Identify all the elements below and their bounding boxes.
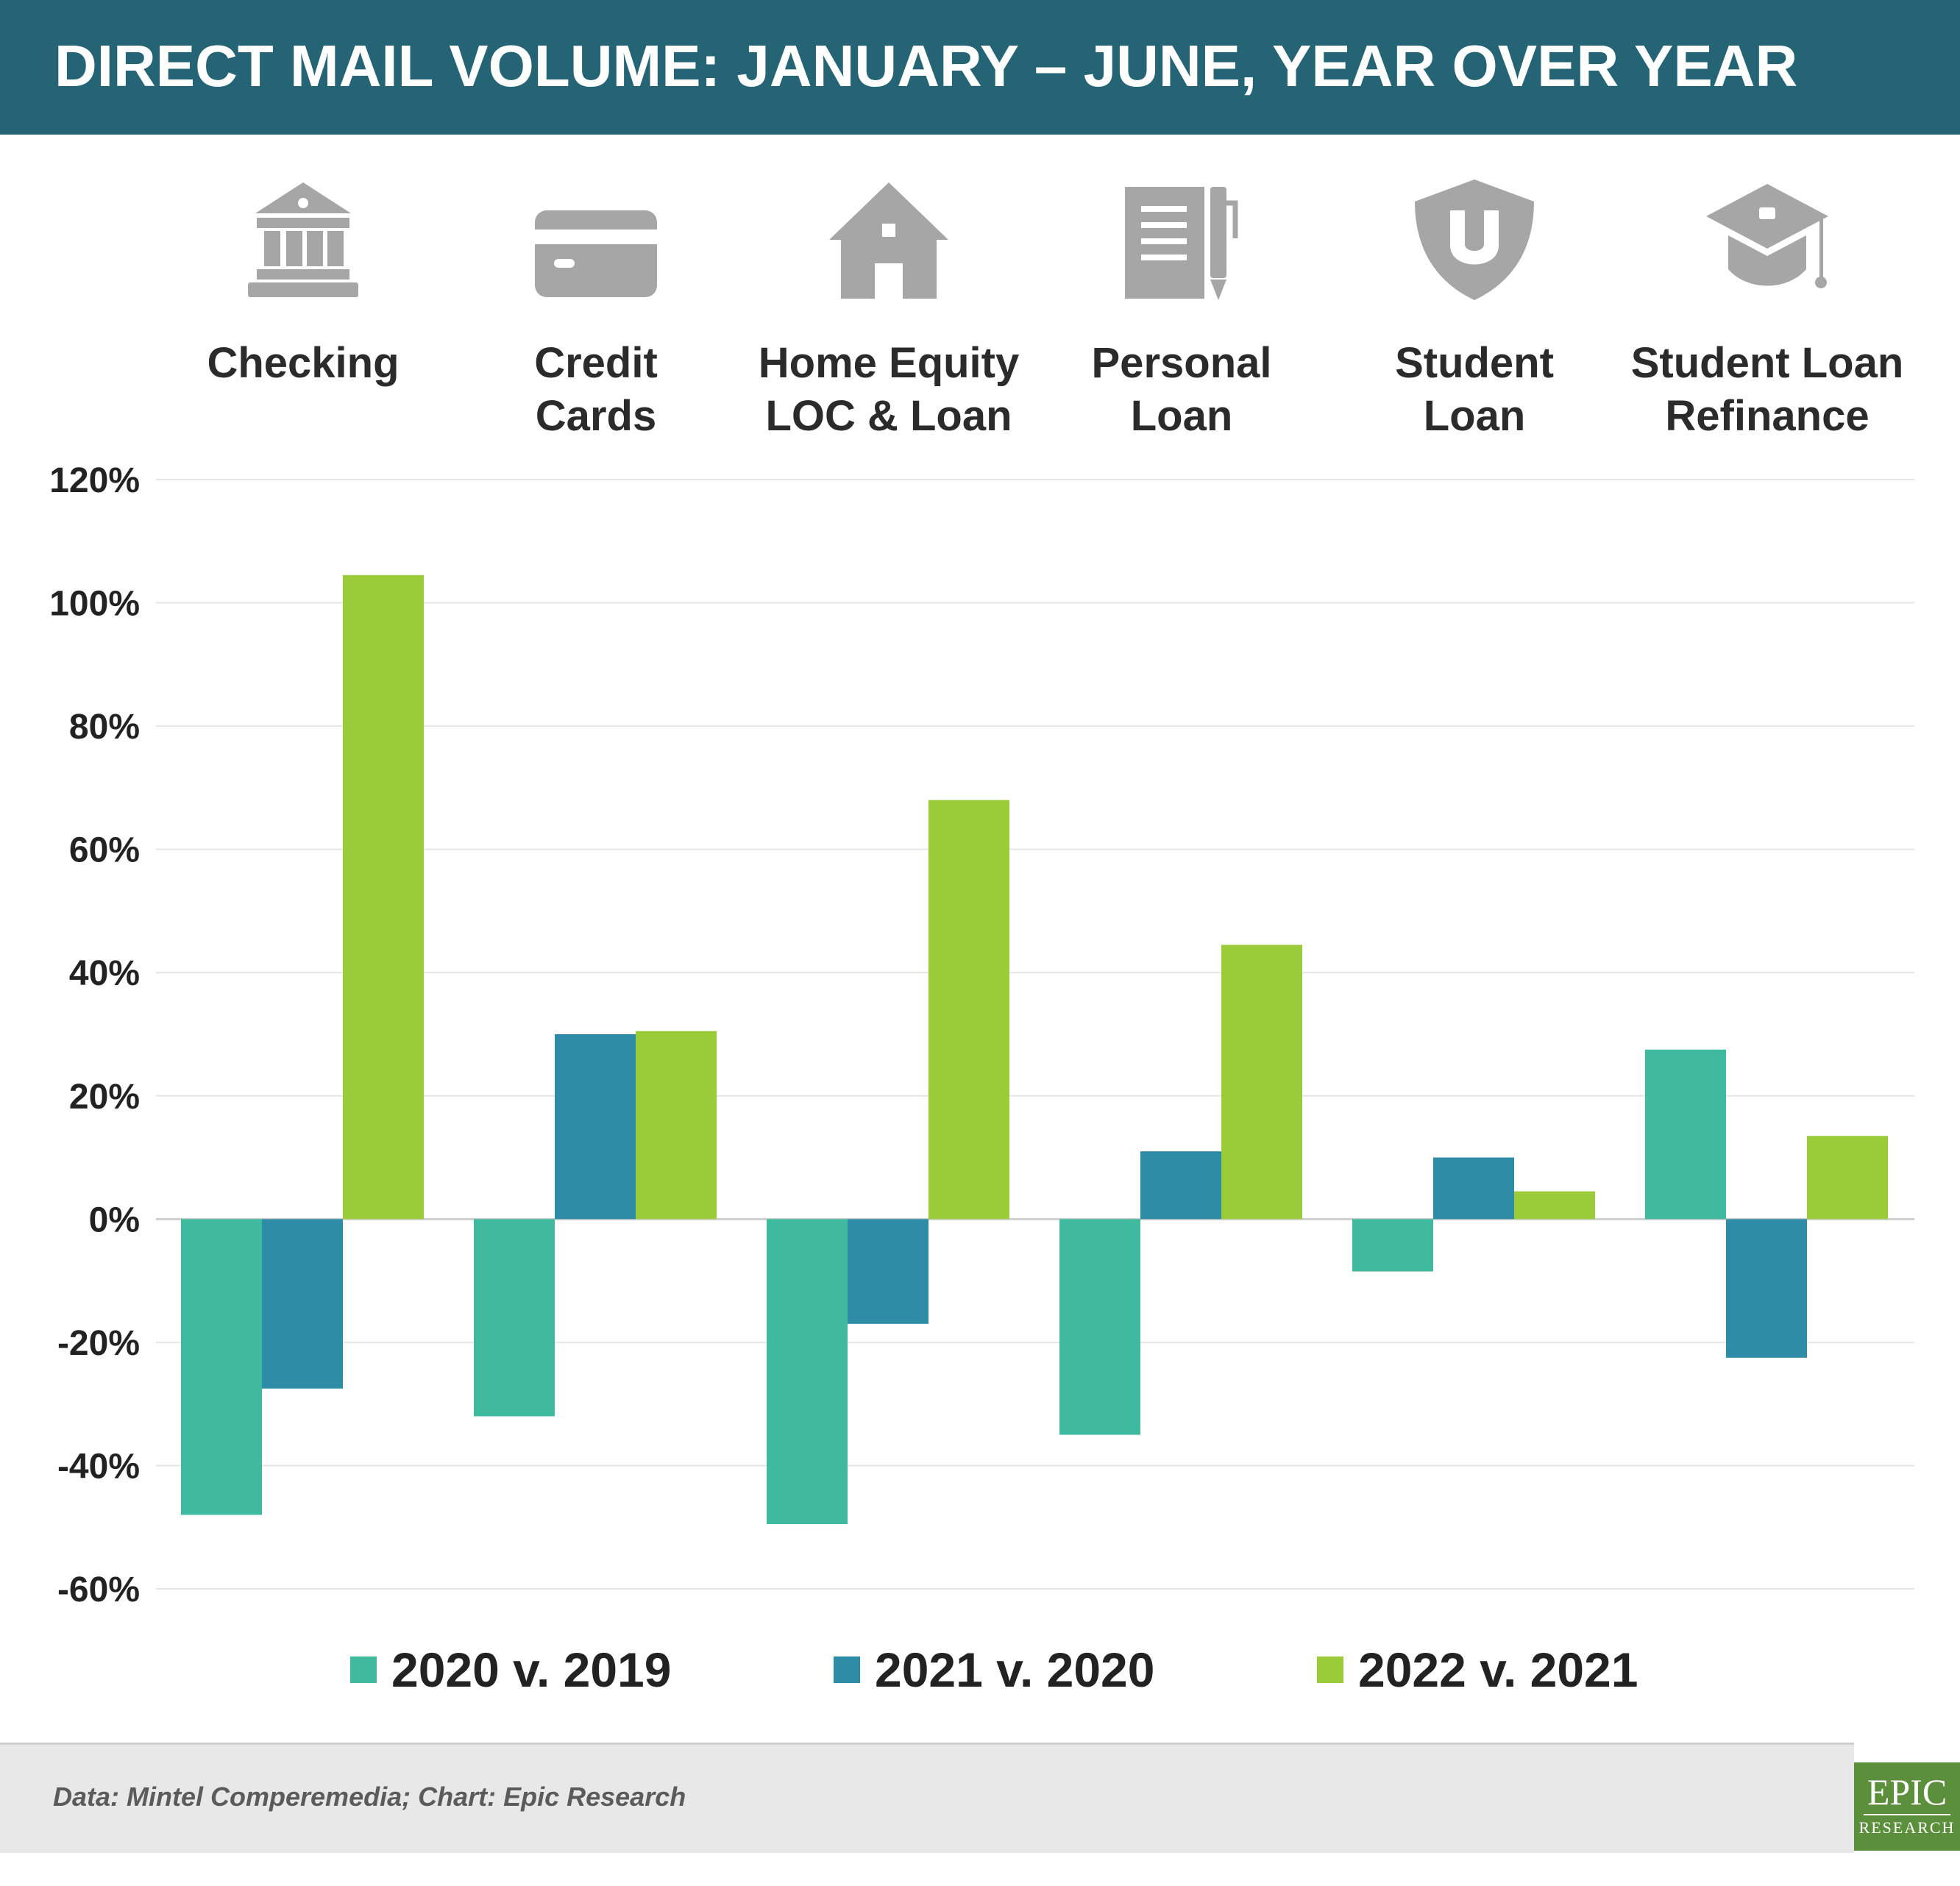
bar-2022-v-2021-5 (1807, 1136, 1888, 1220)
logo-line2: RESEARCH (1858, 1818, 1956, 1837)
logo-divider (1864, 1814, 1950, 1815)
epic-research-logo: EPIC RESEARCH (1854, 1762, 1960, 1851)
category-checking: Checking (156, 177, 450, 390)
source-note: Data: Mintel Comperemedia; Chart: Epic R… (53, 1782, 686, 1812)
y-tick-label: -40% (57, 1447, 140, 1486)
bar-2022-v-2021-1 (636, 1031, 717, 1220)
y-tick-label: 100% (49, 585, 140, 624)
notepad-pen-icon (1125, 187, 1238, 300)
graduation-cap-icon (1706, 184, 1828, 288)
y-tick-label: -20% (57, 1324, 140, 1363)
bars (181, 574, 1888, 1525)
y-tick-label: 80% (69, 708, 140, 747)
y-tick-label: 60% (69, 831, 140, 870)
header-bar: DIRECT MAIL VOLUME: JANUARY – JUNE, YEAR… (0, 0, 1960, 135)
y-tick-label: -60% (57, 1570, 140, 1609)
category-label: Personal Loan (1091, 339, 1272, 440)
legend-swatch (834, 1657, 860, 1683)
bar-2022-v-2021-2 (928, 800, 1009, 1220)
category-label: Student Loan (1395, 339, 1554, 440)
bar-2021-v-2020-0 (262, 1219, 343, 1389)
bar-2020-v-2019-5 (1645, 1049, 1726, 1220)
category-student-loan: Student Loan (1327, 177, 1622, 443)
category-home-equity: Home Equity LOC & Loan (742, 177, 1036, 443)
legend-item-2020-v-2019: 2020 v. 2019 (350, 1642, 671, 1698)
category-student-loan-refinance: Student Loan Refinance (1620, 177, 1914, 443)
legend-label: 2021 v. 2020 (875, 1643, 1155, 1697)
legend-label: 2020 v. 2019 (391, 1643, 672, 1697)
category-label: Home Equity LOC & Loan (758, 339, 1020, 440)
bar-2021-v-2020-2 (848, 1219, 928, 1324)
bar-2020-v-2019-2 (767, 1219, 848, 1525)
legend-item-2022-v-2021: 2022 v. 2021 (1317, 1642, 1638, 1698)
credit-card-icon (535, 210, 657, 297)
bar-2021-v-2020-1 (555, 1034, 636, 1220)
bar-2020-v-2019-1 (474, 1219, 555, 1417)
y-tick-label: 20% (69, 1078, 140, 1117)
bar-chart: 120% 100% 80% 60% 40% 20% 0% -20% -40% -60% (49, 461, 1914, 1609)
house-icon (829, 182, 948, 299)
bar-2021-v-2020-3 (1140, 1151, 1221, 1220)
grid-lines (156, 479, 1914, 1590)
legend-swatch (350, 1657, 377, 1683)
bar-2020-v-2019-0 (181, 1219, 262, 1515)
shield-u-icon (1415, 179, 1534, 300)
legend-item-2021-v-2020: 2021 v. 2020 (834, 1642, 1154, 1698)
category-label: Credit Cards (534, 339, 658, 440)
y-tick-label: 40% (69, 954, 140, 993)
bar-2021-v-2020-5 (1726, 1219, 1807, 1358)
category-personal-loan: Personal Loan (1034, 177, 1329, 443)
logo-line1: EPIC (1867, 1771, 1947, 1812)
page-title: DIRECT MAIL VOLUME: JANUARY – JUNE, YEAR… (54, 33, 1798, 99)
y-tick-label: 0% (89, 1200, 140, 1239)
y-axis-tick-labels: 120% 100% 80% 60% 40% 20% 0% -20% -40% -60% (49, 461, 140, 1609)
bar-2022-v-2021-4 (1514, 1191, 1595, 1220)
bar-2020-v-2019-4 (1352, 1219, 1433, 1272)
legend: 2020 v. 2019 2021 v. 2020 2022 v. 2021 (0, 1642, 1960, 1708)
bar-2022-v-2021-3 (1221, 944, 1302, 1220)
category-credit-cards: Credit Cards (449, 177, 743, 443)
bank-icon (248, 182, 358, 297)
bar-2021-v-2020-4 (1433, 1157, 1514, 1220)
bar-2022-v-2021-0 (343, 574, 424, 1220)
bar-2020-v-2019-3 (1059, 1219, 1140, 1435)
y-tick-label: 120% (49, 461, 140, 500)
legend-swatch (1317, 1657, 1343, 1683)
category-label: Checking (207, 339, 400, 387)
category-label: Student Loan Refinance (1630, 339, 1904, 440)
footer-bar: Data: Mintel Comperemedia; Chart: Epic R… (0, 1743, 1854, 1853)
legend-label: 2022 v. 2021 (1358, 1643, 1638, 1697)
